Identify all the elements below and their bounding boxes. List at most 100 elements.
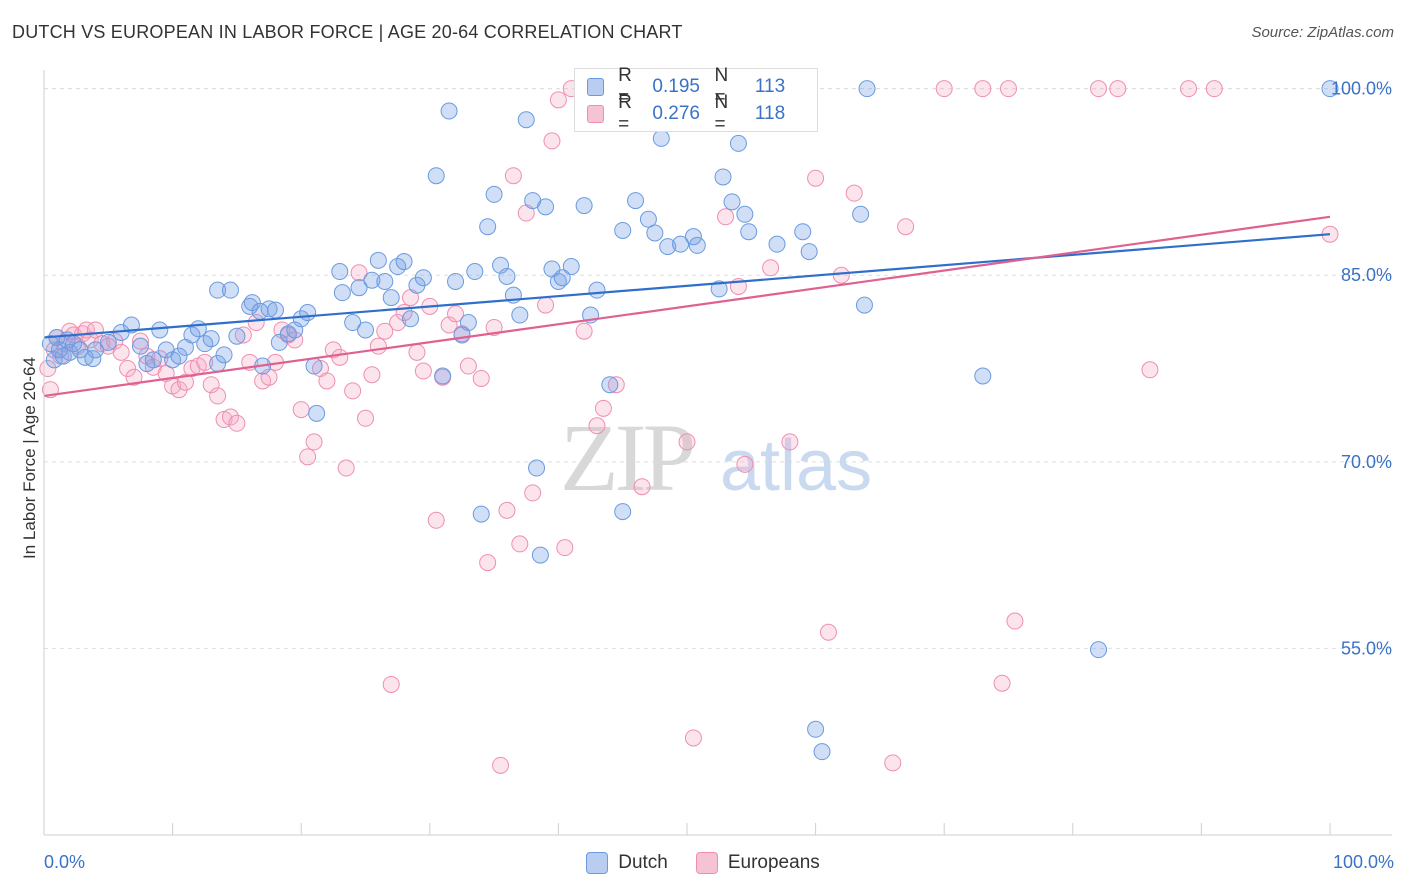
europeans-point <box>556 539 574 557</box>
dutch-point <box>292 310 310 328</box>
dutch-point <box>511 306 529 324</box>
svg-text:atlas: atlas <box>720 426 872 506</box>
europeans-point <box>479 554 497 572</box>
dutch-point <box>170 347 188 365</box>
dutch-point <box>414 269 432 287</box>
dutch-point <box>736 205 754 223</box>
x-tick-label-max: 100.0% <box>1332 852 1394 872</box>
dutch-point <box>794 223 812 241</box>
dutch-point <box>813 743 831 761</box>
europeans-point <box>524 484 542 502</box>
dutch-point <box>974 367 992 385</box>
chart-title: DUTCH VS EUROPEAN IN LABOR FORCE | AGE 2… <box>12 22 683 42</box>
europeans-point <box>781 433 799 451</box>
svg-text:ZIP: ZIP <box>560 404 693 511</box>
europeans-point <box>292 401 310 419</box>
y-tick-label: 85.0% <box>1341 265 1392 285</box>
europeans-point <box>331 348 349 366</box>
europeans-point <box>196 353 214 371</box>
legend-swatch-dutch <box>586 852 609 874</box>
europeans-point <box>1205 80 1223 98</box>
legend-label-dutch: Dutch <box>618 852 668 873</box>
europeans-point <box>112 343 130 361</box>
europeans-point <box>498 501 516 519</box>
europeans-point <box>408 343 426 361</box>
dutch-point <box>333 284 351 302</box>
dutch-point <box>614 503 632 521</box>
europeans-point <box>151 350 169 368</box>
chart-source: Source: ZipAtlas.com <box>1251 24 1394 41</box>
r-label: R = <box>618 92 632 135</box>
dutch-point <box>855 296 873 314</box>
europeans-point <box>357 409 374 427</box>
europeans-point <box>447 305 465 323</box>
dutch-point <box>299 304 317 322</box>
dutch-point <box>447 272 465 290</box>
europeans-point <box>119 360 137 378</box>
europeans-point <box>897 218 915 236</box>
europeans-point <box>1006 612 1024 630</box>
dutch-point <box>485 185 503 203</box>
dutch-point <box>344 314 362 332</box>
europeans-point <box>337 459 355 477</box>
legend-label-europeans: Europeans <box>727 852 820 873</box>
r-label: R = <box>618 65 632 108</box>
europeans-point <box>594 399 612 417</box>
europeans-point <box>221 408 239 426</box>
y-tick-label: 70.0% <box>1341 452 1392 472</box>
europeans-point <box>414 362 432 380</box>
europeans-point <box>209 387 227 405</box>
dutch-point <box>382 289 400 307</box>
dutch-point <box>652 129 670 147</box>
dutch-point <box>714 168 732 186</box>
europeans-point <box>993 674 1011 692</box>
europeans-point <box>363 366 381 384</box>
legend-item-dutch: Dutch <box>586 852 668 874</box>
watermark: ZIP atlas <box>560 404 872 511</box>
europeans-point <box>318 372 336 390</box>
europeans-point <box>369 337 387 355</box>
dutch-point <box>308 404 326 422</box>
dutch-point <box>215 346 233 364</box>
legend-item-europeans: Europeans <box>695 852 820 874</box>
dutch-point <box>768 235 786 253</box>
dutch-point <box>221 281 239 299</box>
europeans-point <box>832 266 850 284</box>
series-legend: Dutch Europeans <box>0 852 1406 874</box>
dutch-point <box>270 333 288 351</box>
europeans-point <box>736 455 754 473</box>
europeans-point <box>228 414 246 432</box>
dutch-point <box>305 357 323 375</box>
dutch-point <box>459 314 477 332</box>
y-tick-labels: 55.0% 70.0% 85.0% 100.0% <box>1331 79 1392 659</box>
dutch-point <box>183 326 201 344</box>
dutch-point <box>614 221 632 239</box>
dutch-point <box>99 333 117 351</box>
europeans-point <box>762 259 780 277</box>
dutch-point <box>729 134 747 152</box>
europeans-point <box>607 376 625 394</box>
dutch-point <box>260 300 278 318</box>
axes <box>43 70 1392 836</box>
y-tick-label: 55.0% <box>1341 638 1392 658</box>
r-value-europeans: 0.276 <box>652 103 700 124</box>
dutch-point <box>562 258 580 276</box>
dutch-point <box>369 251 387 269</box>
europeans-point <box>1141 361 1159 379</box>
dutch-point <box>807 720 825 738</box>
europeans-point <box>807 169 825 187</box>
dutch-point <box>61 343 79 361</box>
dutch-point <box>144 351 162 369</box>
stats-legend: R = 0.195 N = 113 R = 0.276 N = 118 <box>574 65 818 135</box>
europeans-point <box>845 184 863 202</box>
europeans-point <box>492 756 510 774</box>
dutch-point <box>575 197 593 215</box>
dutch-point <box>266 301 284 319</box>
europeans-point <box>234 326 252 344</box>
europeans-point <box>389 314 407 332</box>
europeans-point <box>459 357 477 375</box>
dutch-point <box>531 546 549 564</box>
legend-swatch-europeans <box>695 852 718 874</box>
europeans-point <box>717 208 735 226</box>
dutch-point <box>517 111 535 129</box>
